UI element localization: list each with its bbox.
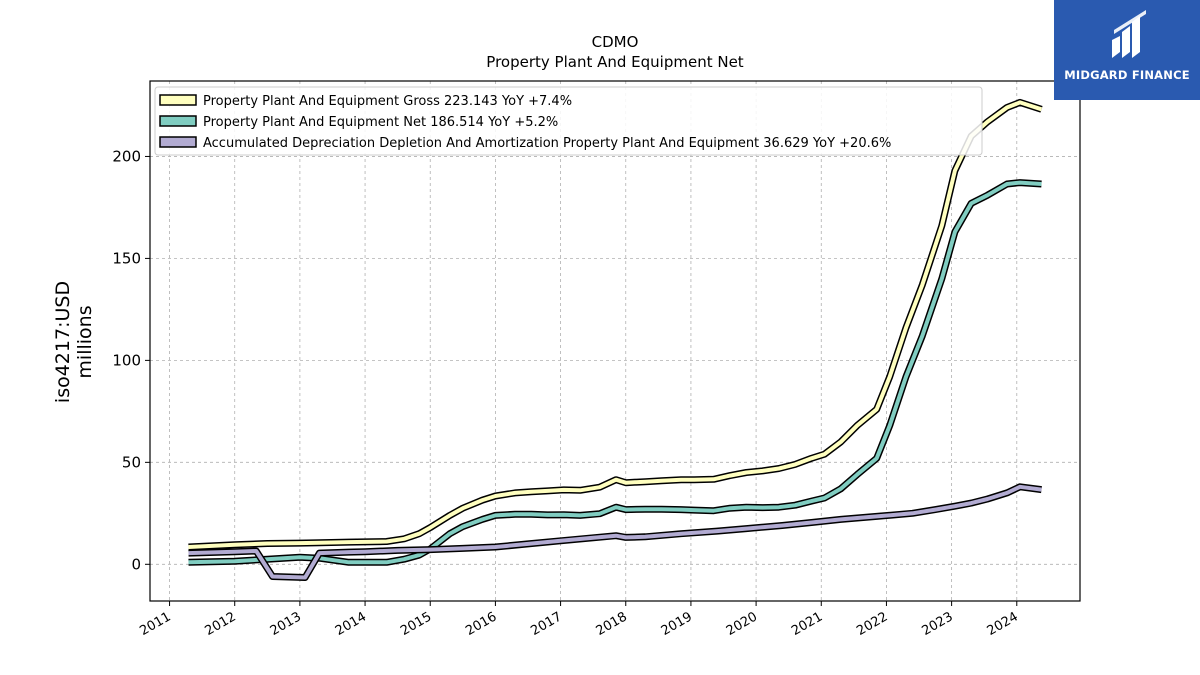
legend-label: Property Plant And Equipment Net 186.514… [203, 115, 558, 130]
x-tick-label: 2012 [203, 609, 239, 639]
x-tick-label: 2014 [333, 609, 369, 639]
chart-title: CDMO [592, 33, 639, 51]
series-lines [188, 98, 1043, 581]
y-tick-label: 50 [122, 453, 141, 471]
y-tick-label: 150 [112, 249, 141, 267]
y-tick-label: 0 [131, 555, 141, 573]
legend-swatch [159, 94, 197, 106]
legend-item: Accumulated Depreciation Depletion And A… [159, 136, 891, 151]
y-axis-label-line1: iso4217:USD [52, 281, 74, 403]
legend-box [154, 86, 983, 156]
series-3 [188, 483, 1042, 581]
x-tick-label: 2020 [724, 609, 760, 639]
x-tick-label: 2015 [398, 609, 434, 639]
legend-item: Property Plant And Equipment Gross 223.1… [159, 94, 572, 109]
series-1 [188, 98, 1043, 551]
logo-name: MIDGARD FINANCE [1064, 68, 1190, 82]
grid [150, 81, 1080, 601]
series-line-outline [188, 179, 1042, 566]
y-tick-label: 100 [112, 351, 141, 369]
x-tick-label: 2017 [528, 609, 564, 639]
x-tick-label: 2023 [919, 609, 955, 639]
series-line [188, 180, 1042, 565]
y-axis-label: iso4217:USD millions [52, 281, 96, 403]
midgard-finance-logo: MIDGARD FINANCE [1054, 0, 1200, 100]
legend-label: Property Plant And Equipment Gross 223.1… [203, 94, 572, 109]
y-axis-label-line2: millions [74, 305, 96, 378]
legend-swatch [159, 136, 197, 148]
x-tick-label: 2013 [268, 609, 304, 639]
x-tick-label: 2011 [137, 609, 173, 639]
legend-item: Property Plant And Equipment Net 186.514… [159, 115, 558, 130]
plot-frame [149, 80, 1081, 602]
logo-mark-icon [1112, 10, 1146, 58]
series-line [188, 484, 1042, 580]
x-tick-label: 2024 [985, 609, 1021, 639]
x-tick-label: 2022 [854, 609, 890, 639]
x-tick-label: 2021 [789, 609, 825, 639]
x-tick-label: 2018 [594, 609, 630, 639]
series-2 [188, 179, 1042, 566]
legend-swatch [159, 115, 197, 127]
y-tick-label: 200 [112, 147, 141, 165]
x-tick-label: 2019 [659, 609, 695, 639]
legend-label: Accumulated Depreciation Depletion And A… [203, 136, 891, 151]
x-tick-label: 2016 [463, 609, 499, 639]
legend: Property Plant And Equipment Gross 223.1… [154, 86, 983, 156]
series-line [188, 100, 1043, 549]
chart-subtitle: Property Plant And Equipment Net [486, 53, 743, 71]
